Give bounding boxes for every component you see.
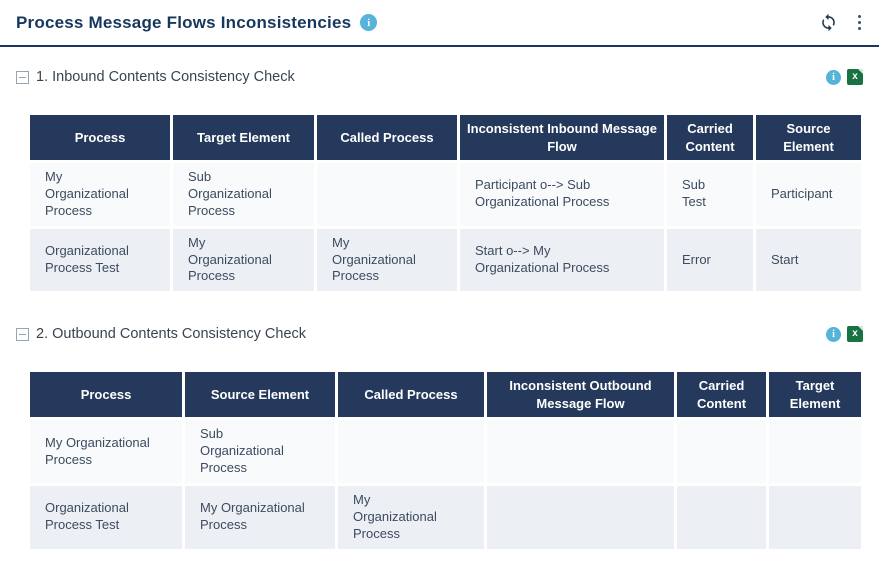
excel-glyph: x: [852, 70, 858, 82]
section-header-outbound: 2. Outbound Contents Consistency Check i…: [0, 323, 879, 345]
kebab-menu-icon[interactable]: [856, 13, 864, 33]
column-header: Process: [30, 372, 185, 421]
column-header: Inconsistent Inbound Message Flow: [460, 115, 667, 163]
excel-export-icon[interactable]: x: [847, 326, 863, 343]
table-cell: My Organizational Process: [185, 486, 338, 552]
collapse-icon[interactable]: [16, 70, 29, 84]
table-cell: My Organizational Process: [173, 228, 317, 295]
table-cell: [338, 420, 487, 487]
column-header: Carried Content: [667, 115, 756, 163]
page-fold: [858, 69, 863, 74]
table-cell: [769, 486, 861, 552]
table-row: Organizational Process Test My Organizat…: [30, 228, 861, 295]
page-fold: [858, 326, 863, 332]
table-header-row: Process Source Element Called Process In…: [30, 372, 861, 421]
column-header: Inconsistent Outbound Message Flow: [487, 372, 677, 421]
table-cell: Organizational Process Test: [30, 486, 185, 552]
table-row: My Organizational Process Sub Organizati…: [30, 163, 861, 229]
table-cell: Organizational Process Test: [30, 228, 173, 295]
section-title: 1. Inbound Contents Consistency Check: [36, 69, 295, 85]
table-cell: Sub Organizational Process: [185, 420, 338, 487]
info-icon[interactable]: i: [826, 69, 841, 85]
column-header: Called Process: [317, 115, 460, 163]
table-cell: Participant o--> Sub Organizational Proc…: [460, 163, 667, 229]
excel-export-icon[interactable]: x: [847, 69, 863, 85]
column-header: Target Element: [769, 372, 861, 421]
column-header: Called Process: [338, 372, 487, 421]
kebab-dot: [857, 26, 861, 31]
section-actions: i x: [826, 326, 863, 343]
table-cell: Sub Test: [667, 163, 756, 229]
table-cell: [677, 420, 769, 487]
table-cell: Error: [667, 228, 756, 295]
table-cell: Sub Organizational Process: [173, 163, 317, 229]
column-header: Source Element: [756, 115, 861, 163]
topbar-actions: [819, 13, 864, 33]
table-cell: My Organizational Process: [30, 163, 173, 229]
info-icon[interactable]: i: [360, 14, 378, 31]
table-cell: [487, 420, 677, 487]
refresh-icon[interactable]: [819, 13, 838, 32]
table-cell: [487, 486, 677, 552]
page-header: Process Message Flows Inconsistencies i: [0, 0, 879, 47]
info-icon[interactable]: i: [826, 326, 841, 342]
table-header-row: Process Target Element Called Process In…: [30, 115, 861, 163]
table-cell: My Organizational Process: [317, 228, 460, 295]
table-cell: Start: [756, 228, 861, 295]
outbound-consistency-table: Process Source Element Called Process In…: [30, 372, 861, 552]
page-title: Process Message Flows Inconsistencies: [16, 12, 352, 32]
column-header: Carried Content: [677, 372, 769, 421]
table-cell: My Organizational Process: [30, 420, 185, 487]
refresh-icon-glyph: [821, 13, 835, 32]
kebab-dot: [857, 20, 861, 25]
collapse-icon[interactable]: [16, 327, 29, 341]
column-header: Source Element: [185, 372, 338, 421]
table-cell: [769, 420, 861, 487]
table-cell: Participant: [756, 163, 861, 229]
section-title: 2. Outbound Contents Consistency Check: [36, 326, 307, 343]
inbound-consistency-table: Process Target Element Called Process In…: [30, 115, 861, 295]
table-row: Organizational Process Test My Organizat…: [30, 486, 861, 552]
section-actions: i x: [826, 69, 863, 85]
table-cell: Start o--> My Organizational Process: [460, 228, 667, 295]
table-row: My Organizational Process Sub Organizati…: [30, 420, 861, 487]
kebab-dot: [857, 14, 861, 19]
excel-glyph: x: [852, 327, 858, 339]
section-header-inbound: 1. Inbound Contents Consistency Check i …: [0, 66, 879, 88]
table-cell: My Organizational Process: [338, 486, 487, 552]
table-cell: [677, 486, 769, 552]
table-cell: [317, 163, 460, 229]
column-header: Process: [30, 115, 173, 163]
column-header: Target Element: [173, 115, 317, 163]
